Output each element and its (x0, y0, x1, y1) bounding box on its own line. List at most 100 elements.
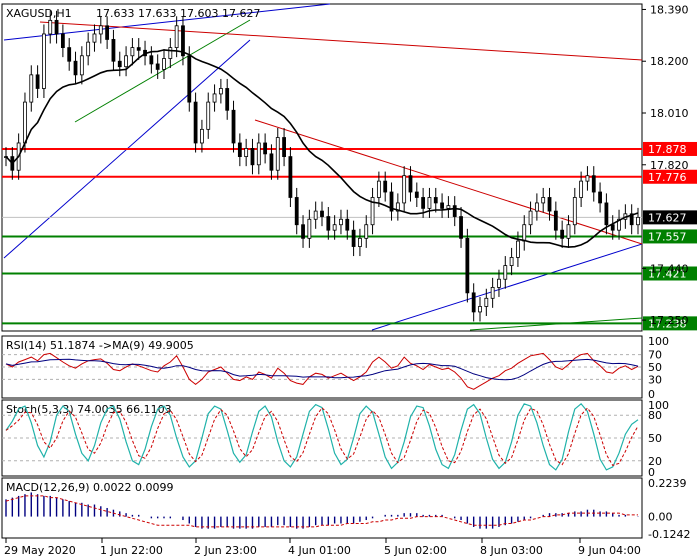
stoch-tick-0: 100 (648, 399, 669, 412)
macd-tick-2: -0.1242 (648, 528, 690, 541)
candle-body (604, 202, 609, 226)
candle-body (288, 156, 293, 198)
candle-body (231, 109, 236, 144)
candle-body (446, 205, 451, 209)
candle-body (503, 265, 508, 280)
candle-body (433, 197, 438, 204)
candle-body (345, 218, 350, 231)
macd-label: MACD(12,26,9) 0.0022 0.0099 (6, 481, 174, 494)
candle-body (23, 101, 27, 144)
moving-average-line (5, 49, 639, 248)
rsi-ma-line (5, 358, 639, 381)
stoch-k-line (5, 402, 639, 471)
macd-signal-line (5, 495, 638, 528)
candle-body (509, 257, 514, 266)
price-tick-0: 18.390 (650, 3, 689, 16)
candle-body (459, 216, 463, 239)
candle-body (528, 210, 533, 226)
rsi-label: RSI(14) 51.1874 ->MA(9) 49.9005 (6, 339, 194, 352)
candle-body (181, 25, 185, 57)
macd-pane[interactable]: 0.2239 0.00 -0.1242 MACD(12,26,9) 0.0022 0.… (1, 477, 690, 541)
candle-body (86, 41, 91, 57)
price-tick-2: 18.010 (650, 107, 689, 120)
price-pane[interactable]: 17.878 17.776 17.557 17.421 17.238 18.390 18.2… (1, 3, 697, 332)
candle-body (427, 197, 432, 209)
candle-body (193, 101, 198, 144)
macd-tick-1: 0.00 (648, 511, 673, 524)
candle-body (547, 197, 552, 212)
candle-body (440, 202, 444, 209)
candle-body (29, 74, 34, 103)
candle-body (92, 33, 97, 43)
candle-body (376, 180, 381, 198)
price-tick-1: 18.200 (650, 55, 689, 68)
candle-body (566, 224, 571, 239)
candle-body (67, 47, 72, 62)
current-price-label: 17.627 (648, 211, 687, 224)
price-tick-3: 17.820 (650, 159, 689, 172)
candle-body (187, 55, 192, 103)
candle-body (351, 229, 356, 247)
candle-body (610, 224, 615, 231)
candle-body (516, 240, 520, 258)
level-label-0: 17.878 (648, 143, 687, 156)
candle-body (244, 148, 249, 158)
candle-body (155, 63, 160, 70)
level-tag-3 (643, 266, 697, 281)
candle-body (149, 55, 154, 65)
stoch-tick-2: 50 (648, 432, 662, 445)
candle-body (168, 47, 173, 59)
red-downtrend-line (254, 119, 643, 245)
candle-body (484, 297, 489, 307)
candle-body (263, 142, 268, 155)
candle-body (617, 218, 621, 231)
time-label-6: 9 Jun 04:00 (578, 544, 641, 557)
time-label-4: 5 Jun 02:00 (384, 544, 447, 557)
candle-body (471, 292, 476, 313)
time-label-1: 1 Jun 22:00 (100, 544, 163, 557)
candle-body (174, 25, 179, 48)
candle-body (585, 175, 590, 182)
candle-body (111, 39, 116, 62)
macd-frame (1, 477, 643, 539)
macd-tick-0: 0.2239 (648, 477, 687, 490)
candle-body (98, 25, 103, 35)
time-label-0: 29 May 2020 (4, 544, 76, 557)
candle-body (490, 286, 495, 299)
candle-body (383, 180, 388, 193)
candle-body (294, 197, 299, 226)
candle-body (313, 210, 318, 220)
candle-body (136, 47, 141, 51)
blue-support-line (371, 243, 643, 331)
candle-body (130, 47, 135, 57)
red-resistance-line (39, 21, 643, 61)
candle-body (42, 33, 46, 89)
candle-body (572, 197, 577, 226)
candle-body (282, 137, 286, 157)
candle-body (414, 191, 419, 198)
candle-body (478, 306, 482, 313)
candle-body (452, 205, 457, 217)
candle-body (237, 142, 242, 158)
rsi-tick-4: 0 (648, 388, 655, 401)
candle-body (206, 101, 211, 130)
candle-body (218, 88, 223, 95)
candle-body (421, 197, 426, 209)
candle-body (339, 218, 343, 226)
level-label-4: 17.238 (648, 317, 687, 330)
candle-body (60, 33, 65, 48)
symbol-label: XAGUSD,H1 (6, 7, 72, 20)
candle-body (636, 216, 640, 226)
green-trend-line (74, 19, 251, 123)
candle-body (395, 202, 400, 212)
candle-body (465, 237, 470, 294)
candle-body (370, 197, 375, 226)
candle-body (389, 191, 394, 212)
candle-body (162, 58, 166, 70)
stoch-tick-3: 20 (648, 455, 662, 468)
candle-body (225, 88, 230, 111)
candle-body (35, 74, 40, 89)
